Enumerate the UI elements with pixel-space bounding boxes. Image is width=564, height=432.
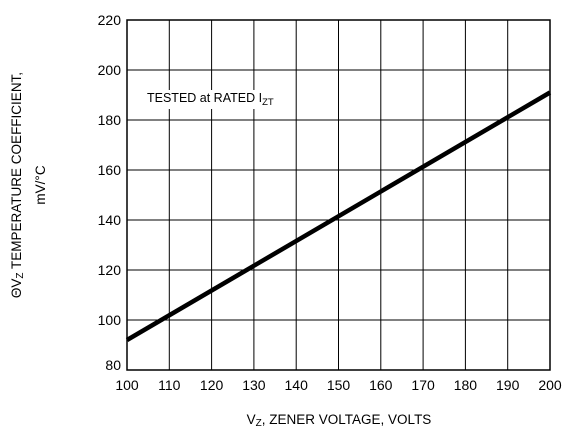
x-tick-label: 200 bbox=[538, 377, 562, 393]
x-tick-label: 100 bbox=[115, 377, 139, 393]
y-axis-label-line2: mV/°C bbox=[33, 165, 48, 204]
y-tick-label: 100 bbox=[98, 312, 122, 328]
y-tick-label: 220 bbox=[98, 12, 122, 28]
y-tick-labels: 80 100 120 140 160 180 200 220 bbox=[98, 12, 122, 373]
x-tick-label: 130 bbox=[242, 377, 266, 393]
series-line bbox=[125, 90, 552, 342]
annotation-group: TESTED at RATED IZT bbox=[144, 90, 277, 109]
annotation-text: TESTED at RATED IZT bbox=[147, 91, 274, 108]
x-tick-label: 170 bbox=[411, 377, 435, 393]
y-tick-label: 160 bbox=[98, 162, 122, 178]
y-tick-label: 140 bbox=[98, 212, 122, 228]
annotation-background bbox=[144, 90, 277, 109]
x-tick-label: 120 bbox=[200, 377, 224, 393]
y-tick-label: 80 bbox=[105, 357, 121, 373]
y-tick-label: 180 bbox=[98, 112, 122, 128]
x-axis-label: VZ, ZENER VOLTAGE, VOLTS bbox=[247, 412, 432, 429]
plot-frame bbox=[126, 19, 551, 371]
y-tick-label: 120 bbox=[98, 262, 122, 278]
x-tick-label: 190 bbox=[496, 377, 520, 393]
data-series bbox=[125, 90, 552, 342]
x-tick-labels: 100 110 120 130 140 150 160 170 180 190 200 bbox=[115, 377, 562, 393]
grid-lines bbox=[126, 19, 551, 371]
x-tick-label: 110 bbox=[158, 377, 181, 393]
y-axis-label-line1: ΘVZ TEMPERATURE COEFFICIENT, bbox=[9, 72, 26, 298]
x-tick-label: 160 bbox=[369, 377, 393, 393]
x-tick-label: 140 bbox=[285, 377, 309, 393]
x-tick-label: 150 bbox=[327, 377, 351, 393]
y-tick-label: 200 bbox=[98, 62, 122, 78]
x-tick-label: 180 bbox=[454, 377, 478, 393]
